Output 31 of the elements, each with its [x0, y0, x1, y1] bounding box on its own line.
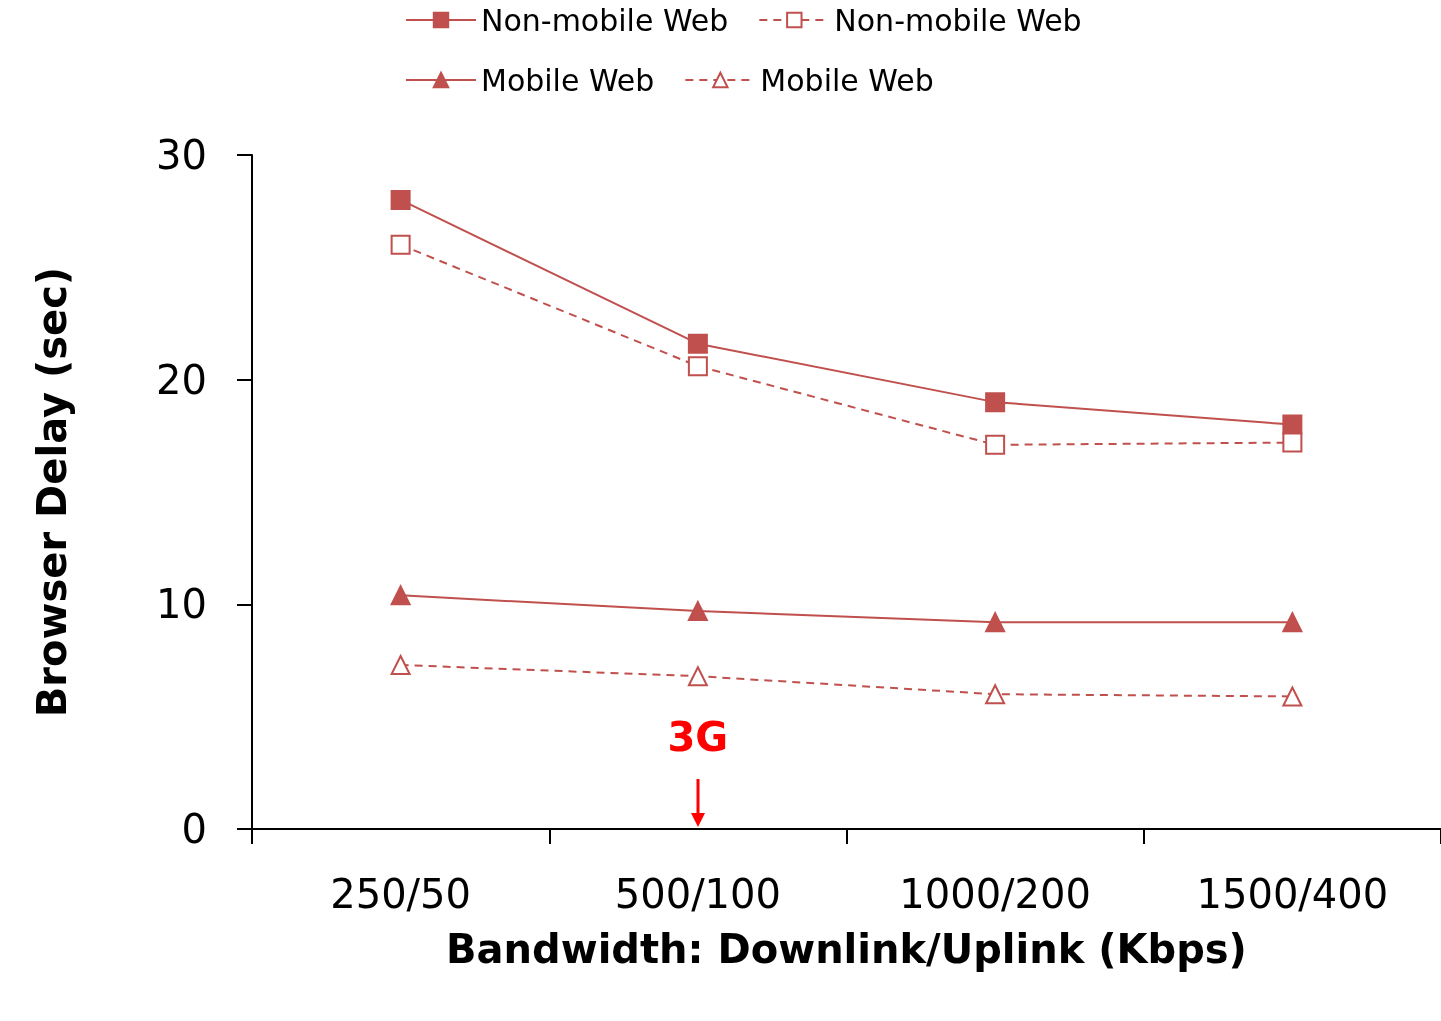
legend-label: Mobile Web [760, 62, 934, 98]
x-tick-label: 500/100 [614, 871, 781, 917]
y-axis-title: Browser Delay (sec) [29, 266, 75, 718]
y-tick-label: 30 [156, 132, 207, 178]
annotation: 3G [667, 714, 729, 760]
legend-label: Mobile Web [481, 62, 655, 98]
point [390, 654, 411, 675]
point [687, 666, 708, 687]
point [687, 601, 708, 622]
legend-label: Non-mobile Web [834, 2, 1082, 38]
x-axis-title: Bandwidth: Downlink/Uplink (Kbps) [446, 926, 1247, 972]
x-tick-label: 1500/400 [1196, 871, 1389, 917]
point [687, 356, 708, 377]
point [985, 684, 1006, 705]
x-tick-label: 250/50 [330, 871, 471, 917]
point [390, 189, 411, 210]
y-tick-label: 10 [156, 581, 207, 628]
legend-label: Non-mobile Web [481, 2, 729, 38]
point [1282, 414, 1303, 435]
point [1282, 612, 1303, 633]
x-tick-label: 1000/200 [899, 871, 1091, 917]
point [390, 234, 411, 255]
point [687, 333, 708, 354]
point [985, 434, 1006, 455]
point [1282, 432, 1303, 453]
point [390, 585, 411, 606]
point [985, 612, 1006, 633]
y-tick-label: 20 [156, 356, 207, 403]
y-tick-label: 0 [181, 806, 207, 852]
point [985, 392, 1006, 413]
point [1282, 686, 1303, 707]
